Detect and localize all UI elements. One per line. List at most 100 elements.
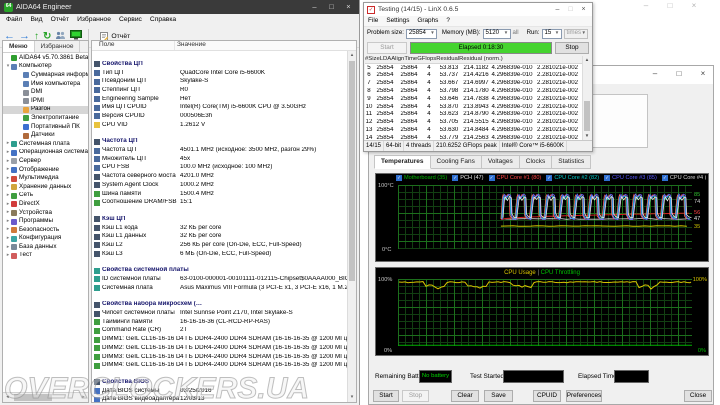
nav-tab[interactable]: Избранное	[35, 41, 81, 52]
legend-item[interactable]: Motherboard (35)	[396, 175, 447, 182]
tree-item[interactable]: Разгон	[3, 105, 88, 115]
aida64-titlebar[interactable]: 64 AIDA64 Engineer – □ ×	[0, 0, 359, 14]
stability-tab[interactable]: Voltages	[481, 155, 520, 169]
tree-item[interactable]: ▸ Системная плата	[3, 140, 88, 149]
detail-row[interactable]: Системная плата Asus Maximus VIII Formul…	[92, 284, 347, 293]
linx-titlebar[interactable]: ✓ Testing (14/15) - LinX 0.6.5 – □ ×	[364, 3, 592, 16]
detail-row[interactable]: DIMM1: GeIL CL16-16-16 D4… 4 ГБ DDR4-240…	[92, 335, 347, 344]
tree-item[interactable]: ▸ DirectX	[3, 200, 88, 209]
aida-menu-item[interactable]: Файл	[6, 16, 23, 24]
sst-maximize-icon[interactable]: □	[676, 69, 682, 78]
legend-item[interactable]: CPU Core #2 (82)	[546, 175, 599, 182]
table-row[interactable]: 13 25854 25864 4 53.630 214.8484 4.296839e-…	[365, 126, 582, 135]
monitor-icon[interactable]	[70, 30, 83, 43]
column-value[interactable]: Значение	[177, 41, 206, 48]
detail-row[interactable]: DIMM4: GeIL CL16-16-16 D4… 4 ГБ DDR4-240…	[92, 361, 347, 370]
detail-row[interactable]: Command Rate (CR) 2T	[92, 327, 347, 336]
detail-row[interactable]: Свойства BIOS	[92, 378, 347, 387]
tree-item[interactable]: ▸ Конфигурация	[3, 234, 88, 243]
tree-expander-icon[interactable]: ▸	[6, 200, 10, 207]
stability-tab[interactable]: Cooling Fans	[430, 155, 482, 169]
tree-item[interactable]: IPMI	[3, 97, 88, 106]
tree-expander-icon[interactable]: ▸	[6, 252, 10, 259]
detail-row[interactable]: Множитель ЦП 45x	[92, 155, 347, 164]
detail-row[interactable]: CPU FSB 100.0 MHz (исходное: 100 MHz)	[92, 164, 347, 173]
checkbox-checked-icon[interactable]	[396, 175, 402, 182]
column-field[interactable]: Поле	[92, 41, 175, 50]
checkbox-checked-icon[interactable]	[661, 175, 668, 182]
table-header-cell[interactable]: Time	[404, 56, 418, 63]
detail-row[interactable]: Дата BIOS видеоадаптера 12/03/13	[92, 395, 347, 402]
aida-minimize-icon[interactable]: –	[312, 1, 317, 11]
problem-size-select[interactable]: 25854 ▼	[405, 28, 437, 39]
table-header-cell[interactable]: Residual (norm.)	[459, 56, 503, 63]
table-header-cell[interactable]: LDA	[379, 56, 392, 63]
table-row[interactable]: 8 25854 25864 4 53.798 214.1780 4.296839e-0…	[365, 87, 582, 96]
aida-menu-item[interactable]: Отчёт	[50, 16, 70, 24]
scroll-down-icon[interactable]: ▾	[350, 394, 354, 400]
all-button[interactable]: all	[512, 29, 519, 37]
legend-item[interactable]: PCH (47)	[452, 175, 484, 182]
sst-cpuid-button[interactable]: CPUID	[533, 390, 561, 402]
nav-tab[interactable]: Меню	[3, 41, 35, 52]
scroll-down-icon[interactable]: ▼	[584, 133, 590, 138]
checkbox-checked-icon[interactable]	[546, 175, 553, 182]
bg-maximize-icon[interactable]: □	[667, 1, 673, 10]
linx-stop-button[interactable]: Stop	[555, 42, 589, 54]
linx-menu-item[interactable]: Graphs	[417, 17, 439, 25]
tree-item[interactable]: Имя компьютера	[3, 80, 88, 89]
tree-expander-icon[interactable]: ▸	[6, 140, 10, 147]
report-button[interactable]: Отчёт	[95, 30, 135, 43]
detail-row[interactable]: Степпинг ЦП R0	[92, 86, 347, 95]
detail-row[interactable]: Версия CPUID 000506E3h	[92, 112, 347, 121]
detail-row[interactable]: Имя ЦП CPUID Intel(R) Core(TM) i5-6600K …	[92, 103, 347, 112]
detail-row[interactable]: Свойства системной платы	[92, 266, 347, 275]
tree-item[interactable]: ▸ Сеть	[3, 192, 88, 201]
detail-row[interactable]: Дата BIOS системы 03/25/2016	[92, 387, 347, 396]
tree-item[interactable]: ▸ Отображение	[3, 166, 88, 175]
tree-expander-icon[interactable]: ▸	[6, 243, 10, 250]
detail-row[interactable]: System Agent Clock 1000.2 MHz	[92, 181, 347, 190]
users-icon[interactable]	[55, 31, 66, 43]
detail-row[interactable]: DIMM2: GeIL CL16-16-16 D4… 4 ГБ DDR4-240…	[92, 344, 347, 353]
table-row[interactable]: 12 25854 25864 4 53.705 214.5515 4.296839e-…	[365, 118, 582, 127]
refresh-icon[interactable]: ↻	[43, 30, 52, 42]
tree-item[interactable]: ▸ Сервер	[3, 157, 88, 166]
tree-item[interactable]: DMI	[3, 88, 88, 97]
checkbox-checked-icon[interactable]	[604, 175, 611, 182]
table-vertical-scrollbar[interactable]: ▲ ▼	[582, 56, 591, 140]
stability-tab[interactable]: Temperatures	[374, 155, 431, 169]
tree-expander-icon[interactable]: ▾	[6, 63, 10, 70]
tree-item[interactable]: ▸ Тест	[3, 252, 88, 261]
table-row[interactable]: 5 25854 25864 4 53.813 214.1182 4.296839e-0…	[365, 64, 582, 72]
scrollbar-thumb[interactable]	[14, 394, 52, 401]
detail-row[interactable]: Частота ЦП 4501.1 MHz (исходное: 3500 MH…	[92, 146, 347, 155]
scroll-up-icon[interactable]: ▲	[584, 57, 590, 62]
detail-row[interactable]: Кэш ЦП	[92, 215, 347, 224]
detail-row[interactable]: Тип ЦП QuadCore Intel Core i5-6600K	[92, 69, 347, 78]
checkbox-checked-icon[interactable]	[488, 175, 495, 182]
run-select[interactable]: 15 ▼	[541, 28, 562, 39]
scroll-right-icon[interactable]: ▸	[82, 393, 85, 400]
linx-minimize-icon[interactable]: –	[555, 5, 560, 13]
tree-expander-icon[interactable]: ▸	[6, 192, 10, 199]
detail-row[interactable]: CPU VID 1.2612 V	[92, 121, 347, 130]
aida-close-icon[interactable]: ×	[346, 1, 351, 11]
tree-horizontal-scrollbar[interactable]: ◂ ▸	[3, 392, 88, 402]
aida-menu-item[interactable]: Вид	[30, 16, 43, 24]
tree-item[interactable]: ▸ Устройства	[3, 209, 88, 218]
tree-expander-icon[interactable]: ▸	[6, 217, 10, 224]
memory-select[interactable]: 5120 ▼	[482, 28, 511, 39]
detail-row[interactable]: Engineering Sample Нет	[92, 95, 347, 104]
tree-item[interactable]: ▸ Безопасность	[3, 226, 88, 235]
detail-row[interactable]: Шина памяти 1500.4 MHz	[92, 190, 347, 199]
linx-menu-item[interactable]: ?	[446, 17, 450, 25]
tree-item[interactable]: ▸ Хранение данных	[3, 183, 88, 192]
table-header-cell[interactable]: GFlops	[417, 56, 437, 63]
stability-tab[interactable]: Clocks	[519, 155, 553, 169]
tree-item[interactable]: Портативный ПК	[3, 123, 88, 132]
detail-row[interactable]: DIMM3: GeIL CL16-16-16 D4… 4 ГБ DDR4-240…	[92, 353, 347, 362]
scroll-up-icon[interactable]: ▴	[350, 52, 354, 58]
tree-expander-icon[interactable]: ▸	[6, 157, 10, 164]
table-row[interactable]: 6 25854 25864 4 53.737 214.4216 4.296839e-0…	[365, 71, 582, 80]
